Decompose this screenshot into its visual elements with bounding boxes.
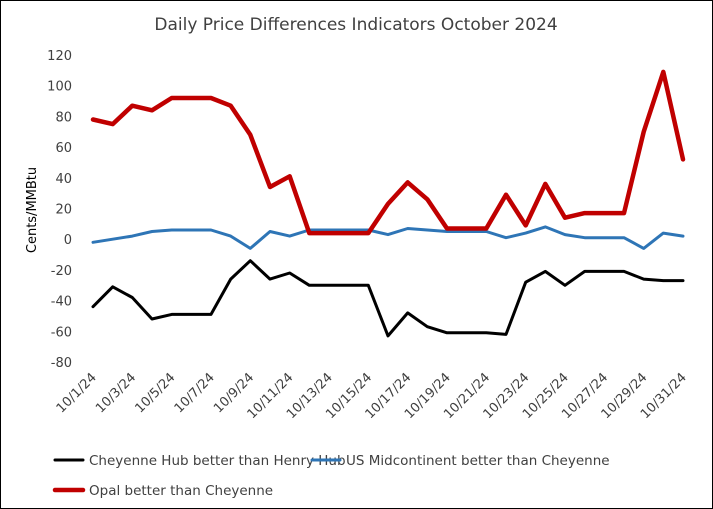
y-axis-label: Cents/MMBtu [25,167,40,253]
legend-label: US Midcontinent better than Cheyenne [346,453,610,469]
x-tick-label: 10/1/24 [54,370,100,416]
y-tick-label: 40 [55,172,72,187]
y-tick-label: -40 [51,295,72,310]
x-axis-ticks: 10/1/2410/3/2410/5/2410/7/2410/9/2410/11… [54,370,690,422]
series-line [90,69,686,236]
series-lines [90,69,686,338]
y-tick-label: 60 [55,141,72,156]
y-tick-label: -60 [51,325,72,340]
legend-label: Opal better than Cheyenne [89,483,273,499]
y-tick-label: 120 [47,49,72,64]
chart-title: Daily Price Differences Indicators Octob… [154,15,557,35]
legend: Cheyenne Hub better than Henry Hub US Mid… [52,453,610,499]
series-line [91,225,685,250]
y-tick-label: 80 [55,110,72,125]
x-tick-label: 10/7/24 [172,370,218,416]
y-tick-label: 20 [55,203,72,218]
y-tick-label: 100 [47,80,72,95]
x-tick-label: 10/5/24 [132,370,178,416]
y-tick-label: -80 [51,356,72,371]
x-tick-label: 10/3/24 [93,370,139,416]
y-tick-label: 0 [64,233,72,248]
series-line [91,259,685,338]
y-tick-label: -20 [51,264,72,279]
legend-label: Cheyenne Hub better than Henry Hub [89,453,346,469]
y-axis-ticks: -80 -60 -40 -20 0 20 40 60 80 100 120 [47,49,72,371]
